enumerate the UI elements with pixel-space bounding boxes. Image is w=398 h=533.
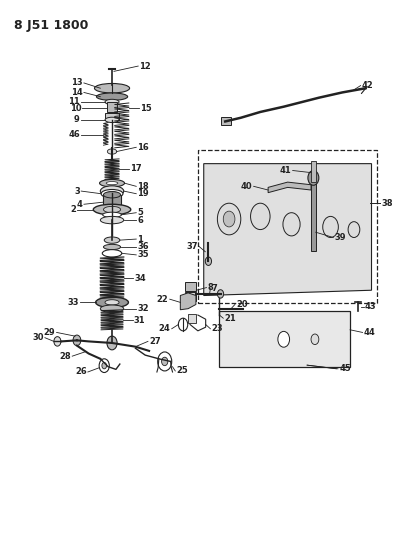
Text: 19: 19 xyxy=(137,189,149,198)
Circle shape xyxy=(162,357,168,366)
Bar xyxy=(105,113,119,120)
Text: 7: 7 xyxy=(211,284,217,293)
Text: 20: 20 xyxy=(236,300,248,309)
Text: 3: 3 xyxy=(74,187,80,196)
Ellipse shape xyxy=(102,249,122,257)
Text: 45: 45 xyxy=(339,365,351,373)
Text: 5: 5 xyxy=(137,208,143,217)
Circle shape xyxy=(323,216,338,238)
Text: 30: 30 xyxy=(32,333,44,342)
Bar xyxy=(107,102,117,112)
Text: 15: 15 xyxy=(140,104,152,113)
Circle shape xyxy=(283,213,300,236)
Circle shape xyxy=(205,257,211,265)
Text: 13: 13 xyxy=(71,78,83,87)
Ellipse shape xyxy=(94,84,130,93)
Text: 22: 22 xyxy=(157,295,169,304)
Text: 17: 17 xyxy=(130,164,142,173)
Text: 26: 26 xyxy=(75,367,87,376)
Polygon shape xyxy=(219,311,350,367)
Circle shape xyxy=(251,203,270,230)
Ellipse shape xyxy=(103,191,121,198)
Bar xyxy=(188,314,196,324)
Bar xyxy=(185,282,196,292)
Text: 16: 16 xyxy=(137,143,149,152)
Ellipse shape xyxy=(105,99,119,104)
Text: 8 J51 1800: 8 J51 1800 xyxy=(14,19,89,31)
Circle shape xyxy=(102,362,107,369)
Text: 24: 24 xyxy=(159,324,171,333)
Text: 14: 14 xyxy=(71,88,83,97)
Ellipse shape xyxy=(107,149,117,154)
Ellipse shape xyxy=(105,117,119,123)
Ellipse shape xyxy=(106,182,118,185)
Bar xyxy=(185,292,196,301)
Text: 28: 28 xyxy=(59,352,71,361)
Ellipse shape xyxy=(100,180,125,187)
Circle shape xyxy=(217,290,224,298)
Text: 46: 46 xyxy=(68,130,80,139)
Circle shape xyxy=(278,332,290,347)
Text: 27: 27 xyxy=(149,337,161,346)
Bar xyxy=(103,195,121,207)
Polygon shape xyxy=(204,164,371,295)
Text: 43: 43 xyxy=(365,302,377,311)
Text: 10: 10 xyxy=(70,104,81,113)
Ellipse shape xyxy=(106,191,118,196)
Text: 18: 18 xyxy=(137,182,149,191)
Bar xyxy=(311,161,316,182)
Ellipse shape xyxy=(96,297,129,308)
Text: 21: 21 xyxy=(224,314,236,322)
Text: 44: 44 xyxy=(364,328,375,337)
Polygon shape xyxy=(180,293,196,310)
Text: 33: 33 xyxy=(67,298,79,307)
Ellipse shape xyxy=(104,237,120,243)
Ellipse shape xyxy=(103,212,121,217)
Text: 37: 37 xyxy=(186,242,198,251)
Ellipse shape xyxy=(100,186,124,196)
Text: 40: 40 xyxy=(241,182,252,191)
Text: 9: 9 xyxy=(74,115,80,124)
Circle shape xyxy=(311,334,319,344)
Ellipse shape xyxy=(93,204,131,215)
Text: 6: 6 xyxy=(137,215,143,224)
Ellipse shape xyxy=(100,305,124,312)
Bar xyxy=(221,117,231,125)
Circle shape xyxy=(73,335,81,345)
Text: 29: 29 xyxy=(44,328,55,337)
Text: 8: 8 xyxy=(208,283,213,292)
Ellipse shape xyxy=(103,244,121,249)
Polygon shape xyxy=(268,182,311,192)
Ellipse shape xyxy=(96,93,128,100)
Text: 38: 38 xyxy=(381,199,393,208)
Text: 11: 11 xyxy=(68,98,80,107)
Text: 1: 1 xyxy=(137,235,143,244)
Text: 34: 34 xyxy=(135,273,146,282)
Text: 36: 36 xyxy=(137,243,149,252)
Text: 31: 31 xyxy=(134,316,146,325)
Circle shape xyxy=(348,222,360,238)
Ellipse shape xyxy=(103,206,121,213)
Text: 25: 25 xyxy=(176,366,188,375)
Text: 4: 4 xyxy=(77,200,83,209)
Text: 35: 35 xyxy=(137,251,149,260)
Bar xyxy=(311,182,316,251)
Ellipse shape xyxy=(101,190,123,198)
Text: 23: 23 xyxy=(211,324,223,333)
Circle shape xyxy=(217,203,241,235)
Ellipse shape xyxy=(100,216,124,224)
Text: 42: 42 xyxy=(362,81,373,90)
Circle shape xyxy=(54,337,61,346)
Text: 12: 12 xyxy=(139,62,151,70)
Text: 32: 32 xyxy=(137,304,149,313)
Circle shape xyxy=(308,171,319,185)
Bar xyxy=(198,150,377,303)
Text: 39: 39 xyxy=(334,233,346,242)
Text: 2: 2 xyxy=(70,205,76,214)
Circle shape xyxy=(223,211,235,227)
Ellipse shape xyxy=(105,300,119,305)
Text: 41: 41 xyxy=(280,166,291,175)
Circle shape xyxy=(107,336,117,350)
